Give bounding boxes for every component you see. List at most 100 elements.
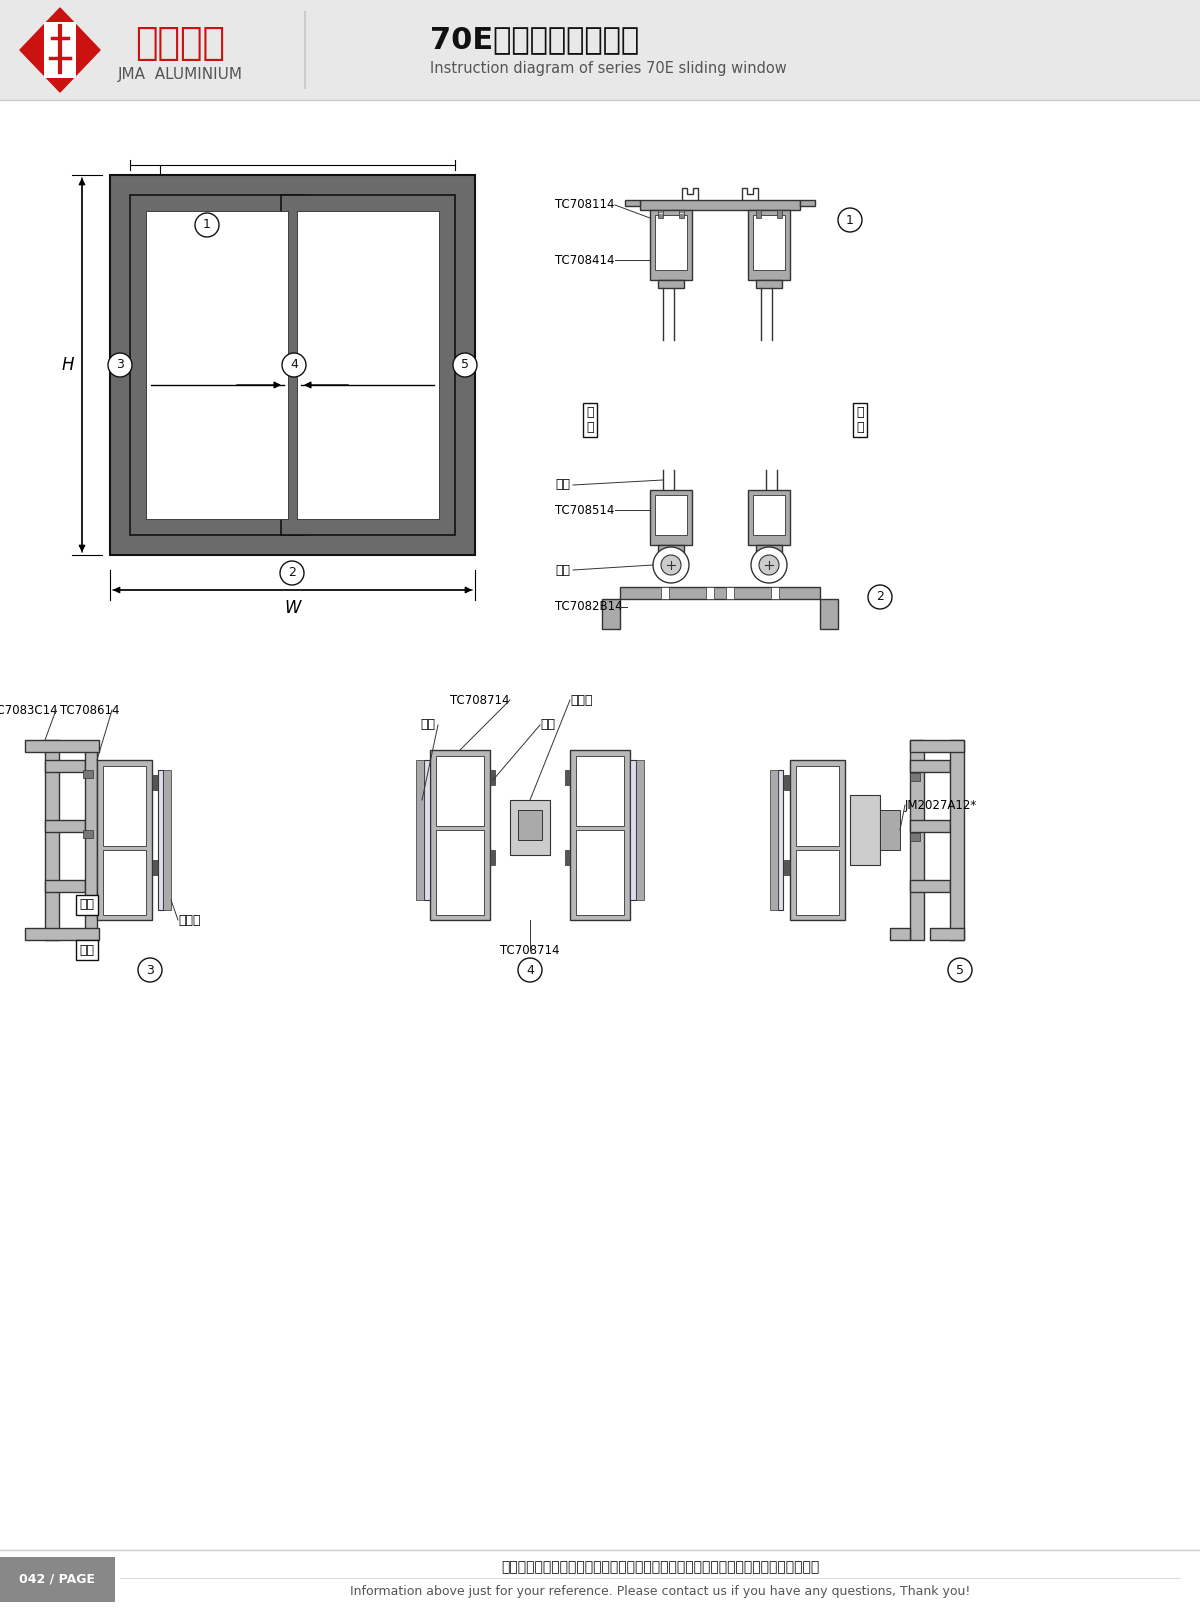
Bar (910, 833, 920, 841)
Bar (163, 769, 172, 911)
Bar (490, 769, 496, 786)
Bar (565, 769, 570, 786)
Text: 室
外: 室 外 (857, 406, 864, 433)
Bar (576, 829, 624, 915)
Text: TC708614: TC708614 (60, 703, 120, 716)
Bar (880, 810, 900, 850)
Bar (756, 281, 782, 287)
Circle shape (454, 352, 478, 377)
Bar (754, 214, 785, 269)
Bar (636, 760, 644, 901)
Text: 毛条: 毛条 (540, 719, 554, 732)
Text: 月牙锁: 月牙锁 (570, 693, 593, 706)
Circle shape (138, 958, 162, 982)
Bar (890, 928, 910, 940)
Bar (756, 209, 761, 217)
Bar (748, 209, 790, 281)
Bar (679, 209, 684, 217)
Circle shape (868, 584, 892, 609)
Text: TC7082B14: TC7082B14 (554, 601, 623, 613)
Bar (784, 860, 790, 875)
Bar (430, 750, 490, 920)
Bar (83, 769, 94, 777)
Text: 坚美铝业: 坚美铝业 (134, 26, 226, 62)
Bar (44, 23, 76, 78)
Circle shape (282, 352, 306, 377)
Bar (146, 211, 288, 519)
Bar (784, 776, 790, 790)
Bar (518, 810, 542, 841)
Bar (281, 195, 455, 536)
Bar (570, 750, 630, 920)
Bar (640, 200, 800, 209)
Bar (650, 209, 692, 281)
Bar (910, 820, 950, 833)
Text: TC708514: TC708514 (554, 503, 614, 516)
Text: 4: 4 (526, 964, 534, 977)
Circle shape (653, 547, 689, 583)
Bar (602, 599, 620, 630)
Bar (83, 829, 94, 837)
Text: 室外: 室外 (79, 943, 95, 956)
Bar (630, 760, 636, 901)
Bar (0, 1550, 1200, 1623)
Text: 玻璃: 玻璃 (420, 719, 436, 732)
Bar (910, 740, 924, 940)
Text: JMA  ALUMINIUM: JMA ALUMINIUM (118, 68, 242, 83)
Circle shape (838, 208, 862, 232)
Bar (748, 490, 790, 545)
Bar (565, 850, 570, 865)
Bar (97, 760, 152, 920)
Bar (416, 760, 424, 901)
Circle shape (280, 562, 304, 584)
Bar (46, 880, 85, 893)
Text: 70E系列推拉窗结构图: 70E系列推拉窗结构图 (430, 26, 640, 55)
Text: 3: 3 (146, 964, 154, 977)
Bar (424, 760, 430, 901)
Bar (103, 766, 146, 846)
Bar (910, 880, 950, 893)
Bar (620, 588, 820, 599)
Text: 2: 2 (876, 591, 884, 604)
Circle shape (948, 958, 972, 982)
Bar (130, 195, 304, 536)
Text: TC708414: TC708414 (554, 253, 614, 266)
Text: 4: 4 (290, 359, 298, 372)
Text: 3: 3 (116, 359, 124, 372)
Bar (25, 740, 98, 751)
Text: TC708714: TC708714 (500, 943, 559, 956)
Text: Information above just for your reference. Please contact us if you have any que: Information above just for your referenc… (350, 1586, 970, 1599)
Bar (850, 795, 880, 865)
Bar (152, 860, 158, 875)
Bar (658, 281, 684, 287)
Text: 室
内: 室 内 (587, 406, 594, 433)
Bar (754, 495, 785, 536)
Bar (706, 588, 714, 599)
Bar (46, 820, 85, 833)
Circle shape (518, 958, 542, 982)
Bar (800, 200, 815, 206)
Bar (910, 773, 920, 781)
Text: JM2027A12*: JM2027A12* (905, 799, 977, 812)
Text: 垫片: 垫片 (554, 479, 570, 492)
Text: TC708714: TC708714 (450, 693, 510, 706)
Bar (778, 769, 784, 911)
Bar (778, 209, 782, 217)
Bar (298, 211, 439, 519)
Text: 5: 5 (461, 359, 469, 372)
Bar (790, 760, 845, 920)
Text: H: H (61, 355, 74, 373)
Circle shape (751, 547, 787, 583)
Bar (0, 1556, 115, 1602)
Bar (158, 769, 163, 911)
Bar (436, 756, 484, 826)
Bar (576, 756, 624, 826)
Circle shape (661, 555, 682, 575)
Bar (910, 740, 964, 751)
Bar (756, 545, 782, 553)
Text: 室内: 室内 (79, 899, 95, 912)
Bar (950, 740, 964, 940)
Text: TC708114: TC708114 (554, 198, 614, 211)
Bar (103, 850, 146, 915)
Text: 图中所示型材截面、装配、编号、尺寸及重量仅供参考。如有疑问，请向本公司查询。: 图中所示型材截面、装配、编号、尺寸及重量仅供参考。如有疑问，请向本公司查询。 (500, 1560, 820, 1574)
